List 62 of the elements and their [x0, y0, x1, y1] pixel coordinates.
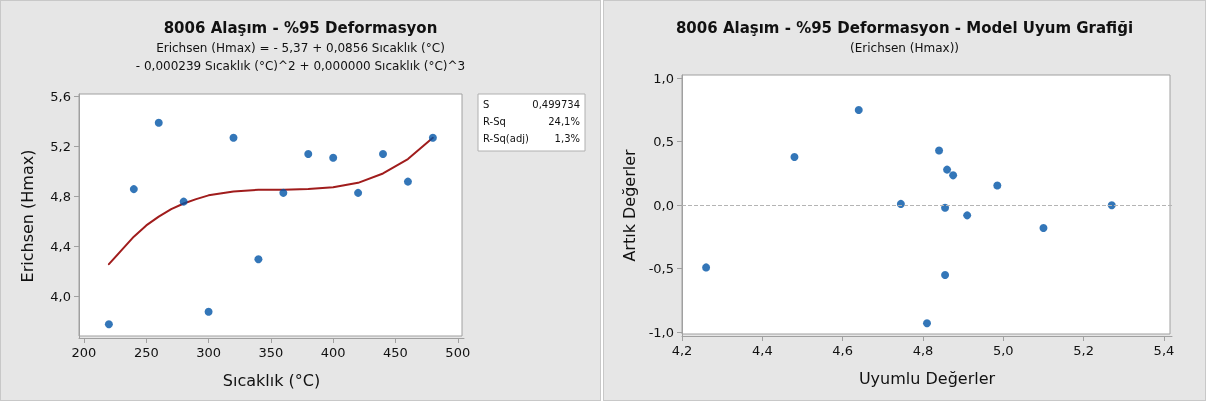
point [941, 271, 950, 280]
point [923, 319, 931, 328]
y-tick-label: 0,0 [653, 197, 674, 213]
chart-subtitle: (Erichsen (Hmax)) [849, 41, 960, 55]
point [229, 133, 238, 142]
x-tick-label: 5,4 [1153, 343, 1175, 358]
x-tick-label: 4,6 [832, 343, 853, 358]
point [993, 181, 1002, 190]
point [104, 320, 113, 329]
y-axis-title: Erichsen (Hmax) [17, 149, 37, 283]
point [279, 188, 288, 197]
point [935, 146, 944, 155]
y-tick-label: -0,5 [648, 261, 674, 277]
point [949, 171, 958, 180]
chart-title: 8006 Alaşım - %95 Deformasyon - Model Uyum Grafiği [675, 18, 1134, 37]
x-axis-title: Sıcaklık (°C) [222, 370, 321, 390]
x-tick-label: 5,2 [1073, 343, 1094, 358]
x-tick-label: 5,0 [992, 343, 1014, 358]
point [154, 118, 163, 127]
y-tick-label: 4,4 [50, 239, 71, 255]
point [790, 152, 799, 161]
x-tick-label: 4,2 [671, 343, 693, 358]
point [129, 185, 138, 194]
y-tick-label: 0,5 [653, 134, 674, 150]
point [304, 150, 313, 159]
point [428, 133, 437, 142]
x-tick-label: 200 [71, 345, 97, 360]
y-tick-label: -1,0 [648, 324, 674, 340]
point [329, 153, 338, 162]
x-tick-label: 450 [383, 345, 408, 360]
point [179, 197, 188, 206]
y-axis-title: Artık Değerler [620, 148, 640, 262]
x-tick-label: 300 [196, 345, 221, 360]
point [254, 255, 263, 264]
x-tick-label: 4,8 [912, 343, 934, 358]
x-tick-label: 4,4 [751, 343, 773, 358]
text: R-Sq 24,1% [483, 115, 580, 127]
text: R-Sq(adj) 1,3% [483, 132, 580, 144]
y-tick-label: 4,8 [50, 189, 71, 205]
point [854, 105, 863, 114]
y-tick-label: 4,0 [50, 289, 71, 305]
x-tick-label: 250 [133, 345, 159, 360]
point [403, 177, 412, 186]
x-axis-title: Uyumlu Değerler [858, 368, 996, 388]
y-tick-label: 5,6 [50, 89, 71, 104]
point [379, 150, 388, 159]
point [941, 203, 950, 212]
y-tick-label: 5,2 [50, 139, 71, 155]
chart-subtitle: Erichsen (Hmax) = - 5,37 + 0,0856 Sıcaklık (°C) - 0,000239 Sıcaklık (°C)^2 + 0,000000 Sıcaklık (°C)^3 [135, 41, 466, 73]
text: S 0,499734 [483, 98, 580, 110]
point [943, 165, 952, 174]
point [963, 211, 972, 220]
y-tick-label: 1,0 [653, 70, 674, 86]
x-tick-label: 400 [320, 345, 346, 360]
x-tick-label: 500 [445, 345, 471, 360]
point [702, 263, 711, 272]
point [896, 199, 905, 208]
point [1039, 224, 1048, 233]
point [354, 188, 363, 197]
chart-title: 8006 Alaşım - %95 Deformasyon [163, 18, 438, 37]
point [204, 307, 213, 316]
x-tick-label: 350 [258, 345, 284, 360]
